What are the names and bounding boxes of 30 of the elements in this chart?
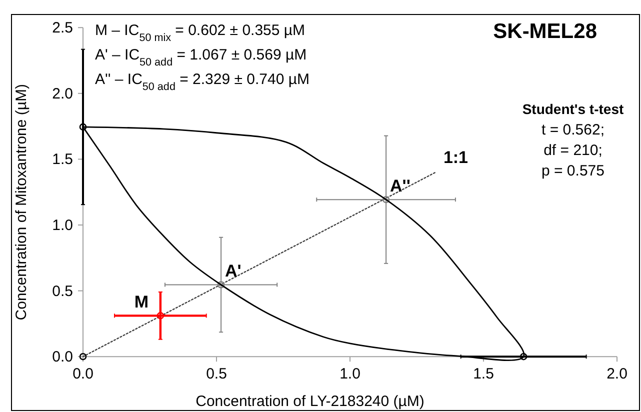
series-label: A'' — [390, 176, 410, 196]
point — [156, 312, 164, 320]
annotation: A' – IC$_{50 add}$ = 1.067 ± 0.569 µM — [95, 46, 307, 68]
point — [217, 281, 225, 288]
chart-title: SK-MEL28 — [493, 20, 598, 43]
series-label: A' — [225, 262, 242, 281]
x-tick-label: 0.5 — [206, 366, 227, 383]
point — [520, 352, 528, 360]
y-tick-label: 1.5 — [52, 151, 73, 168]
annotation: t = 0.562; — [542, 122, 604, 138]
point — [382, 196, 390, 204]
y-tick-label: 0.0 — [52, 348, 73, 366]
annotation: df = 210; — [544, 142, 602, 159]
y-tick-label: 2.5 — [52, 20, 73, 37]
x-tick-label: 2.0 — [606, 366, 628, 383]
annotation: M – IC$_{50 mix}$ = 0.602 ± 0.355 µM — [95, 22, 306, 44]
series-label: M — [134, 292, 149, 312]
x-tick-label: 1.0 — [340, 366, 360, 383]
x-axis-title: Concentration of LY-2183240 (µM) — [196, 393, 424, 410]
annotation: p = 0.575 — [542, 162, 604, 180]
point — [79, 123, 87, 131]
y-tick-label: 0.5 — [52, 282, 73, 300]
y-tick-label: 1.0 — [52, 217, 73, 234]
annotation: A'' – IC$_{50 add}$ = 2.329 ± 0.740 µM — [95, 71, 310, 93]
annotation: Student's t-test — [522, 101, 624, 117]
annotation: 1:1 — [443, 148, 468, 168]
y-tick-label: 2.0 — [52, 85, 73, 102]
x-tick-label: 0.0 — [72, 366, 94, 383]
y-axis-title: Concentration of Mitoxantrone (µM) — [13, 84, 30, 320]
x-tick-label: 1.5 — [473, 366, 494, 383]
